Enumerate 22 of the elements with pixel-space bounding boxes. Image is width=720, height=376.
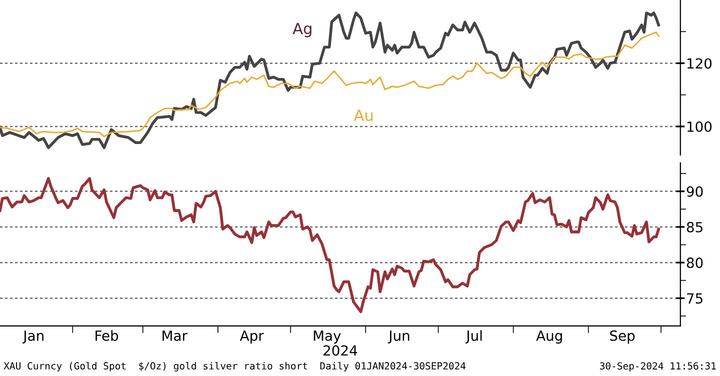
series-label: Ag [292,22,312,38]
x-tick-label: Jun [388,330,410,344]
x-tick-label: Aug [536,330,562,344]
series-label: Au [354,110,373,122]
x-tick-label: Mar [162,330,188,341]
x-tick-label: Jul [465,330,482,344]
y-tick-label: 85 [686,222,702,232]
line-series [0,12,660,150]
y-tick-label: 120 [687,58,712,69]
x-tick-label: Feb [96,330,118,341]
x-tick-label: Jan [22,330,44,344]
x-tick-label: Apr [240,330,264,344]
x-tick-label: Sep [610,330,635,344]
x-tick-label: May [314,330,341,344]
text: 30-Sep-2024 11:56:31 [600,362,716,372]
text: XAU Curncy (Gold Spot $/Oz) gold silver ratio short Daily 01JAN2024-30SEP2024 [4,362,466,372]
y-tick-label: 80 [686,258,703,268]
y-tick-label: 75 [687,293,702,304]
y-tick-label: 100 [687,121,712,132]
y-tick-label: 90 [686,186,703,197]
x-axis-title: 2024 [324,345,358,356]
line-series [0,177,660,314]
